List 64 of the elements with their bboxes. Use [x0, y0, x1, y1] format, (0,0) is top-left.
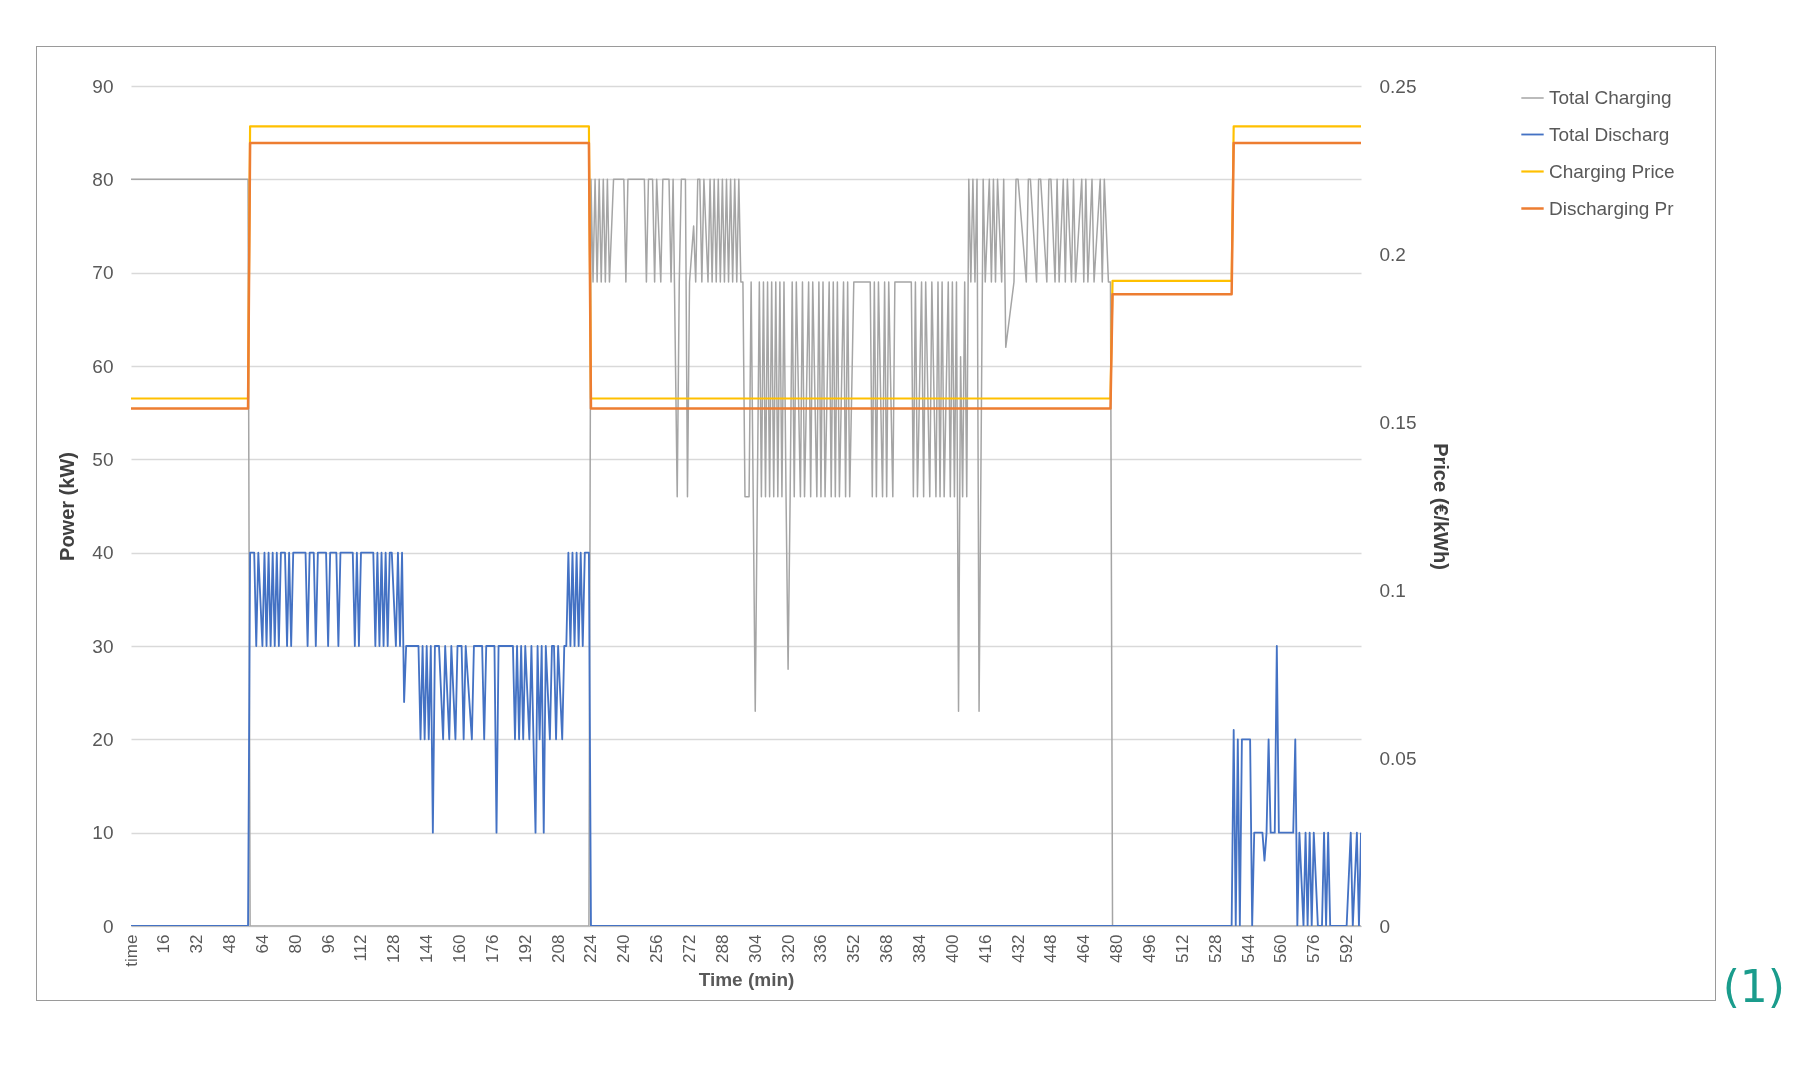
y-tick-label: 30	[92, 635, 114, 657]
legend-label: Discharging Pr	[1549, 197, 1675, 219]
x-tick-label: 32	[187, 934, 207, 954]
x-tick-label: 144	[417, 934, 437, 963]
y-axis-title: Power (kW)	[56, 452, 79, 561]
x-tick-label: 352	[844, 934, 864, 963]
x-tick-label: 256	[647, 934, 667, 963]
x-tick-label: 448	[1041, 934, 1061, 963]
x-tick-label: 592	[1337, 934, 1357, 963]
x-tick-label: 96	[318, 934, 338, 954]
x-axis-title: Time (min)	[698, 968, 795, 990]
x-tick-label: 368	[877, 934, 897, 963]
x-tick-label: 16	[154, 934, 174, 954]
y2-tick-label: 0.2	[1379, 243, 1406, 265]
x-tick-label: 128	[384, 934, 404, 963]
line-series	[131, 551, 1361, 926]
x-tick-label: 80	[285, 934, 305, 954]
line-series	[131, 178, 1361, 926]
x-tick-label: 432	[1008, 934, 1028, 963]
x-tick-label: 496	[1140, 934, 1159, 963]
y-tick-label: 90	[92, 75, 114, 97]
text: (1)	[1722, 961, 1785, 1012]
y-tick-label: 80	[92, 168, 114, 190]
x-tick-label: 208	[548, 934, 568, 963]
y2-axis-title: Price (€/kWh)	[1430, 443, 1453, 570]
x-tick-label: 112	[351, 934, 371, 962]
y-tick-label: 70	[92, 262, 114, 284]
x-tick-label: 464	[1074, 934, 1094, 963]
y2-tick-label: 0.25	[1379, 75, 1417, 97]
y2-tick-label: 0.05	[1379, 747, 1417, 769]
y-tick-label: 20	[92, 728, 114, 750]
x-tick-label: 528	[1205, 934, 1225, 963]
y-tick-label: 50	[92, 448, 114, 470]
x-tick-label: 480	[1107, 934, 1127, 963]
x-tick-label: 336	[811, 934, 831, 963]
x-tick-label: 576	[1304, 934, 1324, 963]
x-tick-label: 304	[745, 934, 765, 963]
legend-label: Charging Price	[1549, 160, 1675, 182]
x-tick-label: 384	[910, 934, 930, 963]
y-tick-label: 10	[92, 822, 114, 844]
x-tick-label: 416	[975, 934, 995, 963]
x-tick-label: 64	[252, 934, 272, 954]
x-tick-label: time	[121, 934, 141, 967]
legend-label: Total Charging	[1549, 87, 1672, 108]
y2-tick-label: 0.15	[1379, 411, 1417, 433]
x-tick-label: 240	[614, 934, 634, 963]
x-tick-label: 192	[515, 934, 535, 963]
x-tick-label: 560	[1271, 934, 1291, 963]
x-tick-label: 160	[450, 934, 470, 963]
x-tick-label: 512	[1172, 934, 1192, 963]
y-tick-label: 60	[92, 355, 114, 377]
x-tick-label: 272	[680, 934, 700, 963]
legend-label: Total Discharg	[1549, 123, 1670, 145]
x-tick-label: 320	[778, 934, 798, 963]
y-tick-label: 40	[92, 542, 114, 564]
x-tick-label: 48	[220, 934, 240, 954]
x-tick-label: 224	[581, 934, 601, 963]
x-tick-label: 176	[482, 934, 502, 963]
x-tick-label: 400	[942, 934, 962, 963]
x-tick-label: 288	[712, 934, 732, 963]
y2-tick-label: 0.1	[1379, 579, 1406, 601]
y-tick-label: 0	[102, 915, 114, 937]
y2-tick-label: 0	[1379, 915, 1391, 937]
x-tick-label: 544	[1238, 934, 1258, 963]
